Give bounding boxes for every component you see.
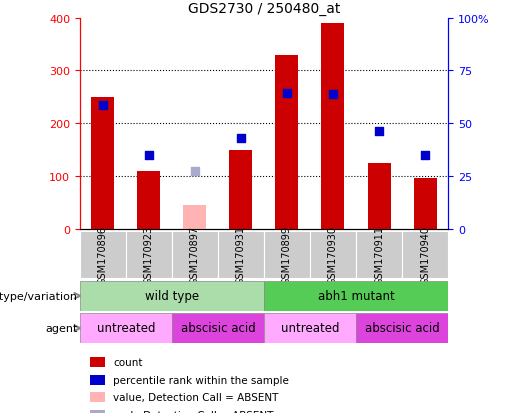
- Bar: [414, 178, 437, 229]
- Bar: [80, 281, 264, 311]
- Text: abh1 mutant: abh1 mutant: [318, 290, 394, 302]
- Text: rank, Detection Call = ABSENT: rank, Detection Call = ABSENT: [113, 411, 273, 413]
- Bar: [356, 313, 448, 343]
- Bar: [172, 313, 264, 343]
- Text: GSM170923: GSM170923: [144, 225, 154, 285]
- Text: value, Detection Call = ABSENT: value, Detection Call = ABSENT: [113, 392, 279, 402]
- Bar: [126, 231, 172, 279]
- Point: [99, 102, 107, 109]
- Text: abscisic acid: abscisic acid: [181, 322, 255, 335]
- Text: agent: agent: [45, 323, 77, 333]
- Text: GSM170931: GSM170931: [236, 225, 246, 285]
- Point: [237, 135, 245, 142]
- Text: GSM170896: GSM170896: [98, 225, 108, 285]
- Bar: [80, 231, 126, 279]
- Point: [145, 152, 153, 159]
- Bar: [91, 97, 114, 229]
- Point: [329, 92, 337, 98]
- Bar: [138, 171, 160, 229]
- Text: percentile rank within the sample: percentile rank within the sample: [113, 375, 289, 385]
- Text: genotype/variation: genotype/variation: [0, 291, 77, 301]
- Text: untreated: untreated: [281, 322, 339, 335]
- Text: abscisic acid: abscisic acid: [365, 322, 439, 335]
- Bar: [402, 231, 448, 279]
- Text: GSM170897: GSM170897: [190, 225, 200, 285]
- Bar: [276, 55, 299, 229]
- Bar: [183, 206, 207, 229]
- Text: wild type: wild type: [145, 290, 199, 302]
- Text: GSM170930: GSM170930: [328, 225, 338, 285]
- Text: count: count: [113, 357, 143, 367]
- Bar: [264, 313, 356, 343]
- Bar: [80, 313, 172, 343]
- Text: GSM170899: GSM170899: [282, 225, 292, 285]
- Bar: [368, 164, 390, 229]
- Bar: [356, 231, 402, 279]
- Bar: [264, 281, 448, 311]
- Bar: [229, 150, 252, 229]
- Text: GSM170911: GSM170911: [374, 225, 384, 285]
- Text: untreated: untreated: [97, 322, 155, 335]
- Bar: [218, 231, 264, 279]
- Bar: [310, 231, 356, 279]
- Point: [283, 90, 291, 97]
- Bar: [264, 231, 310, 279]
- Point: [421, 152, 429, 159]
- Point: [375, 128, 383, 135]
- Text: GSM170940: GSM170940: [420, 225, 430, 285]
- Point: [191, 168, 199, 175]
- Title: GDS2730 / 250480_at: GDS2730 / 250480_at: [188, 2, 340, 16]
- Bar: [172, 231, 218, 279]
- Bar: [321, 24, 345, 229]
